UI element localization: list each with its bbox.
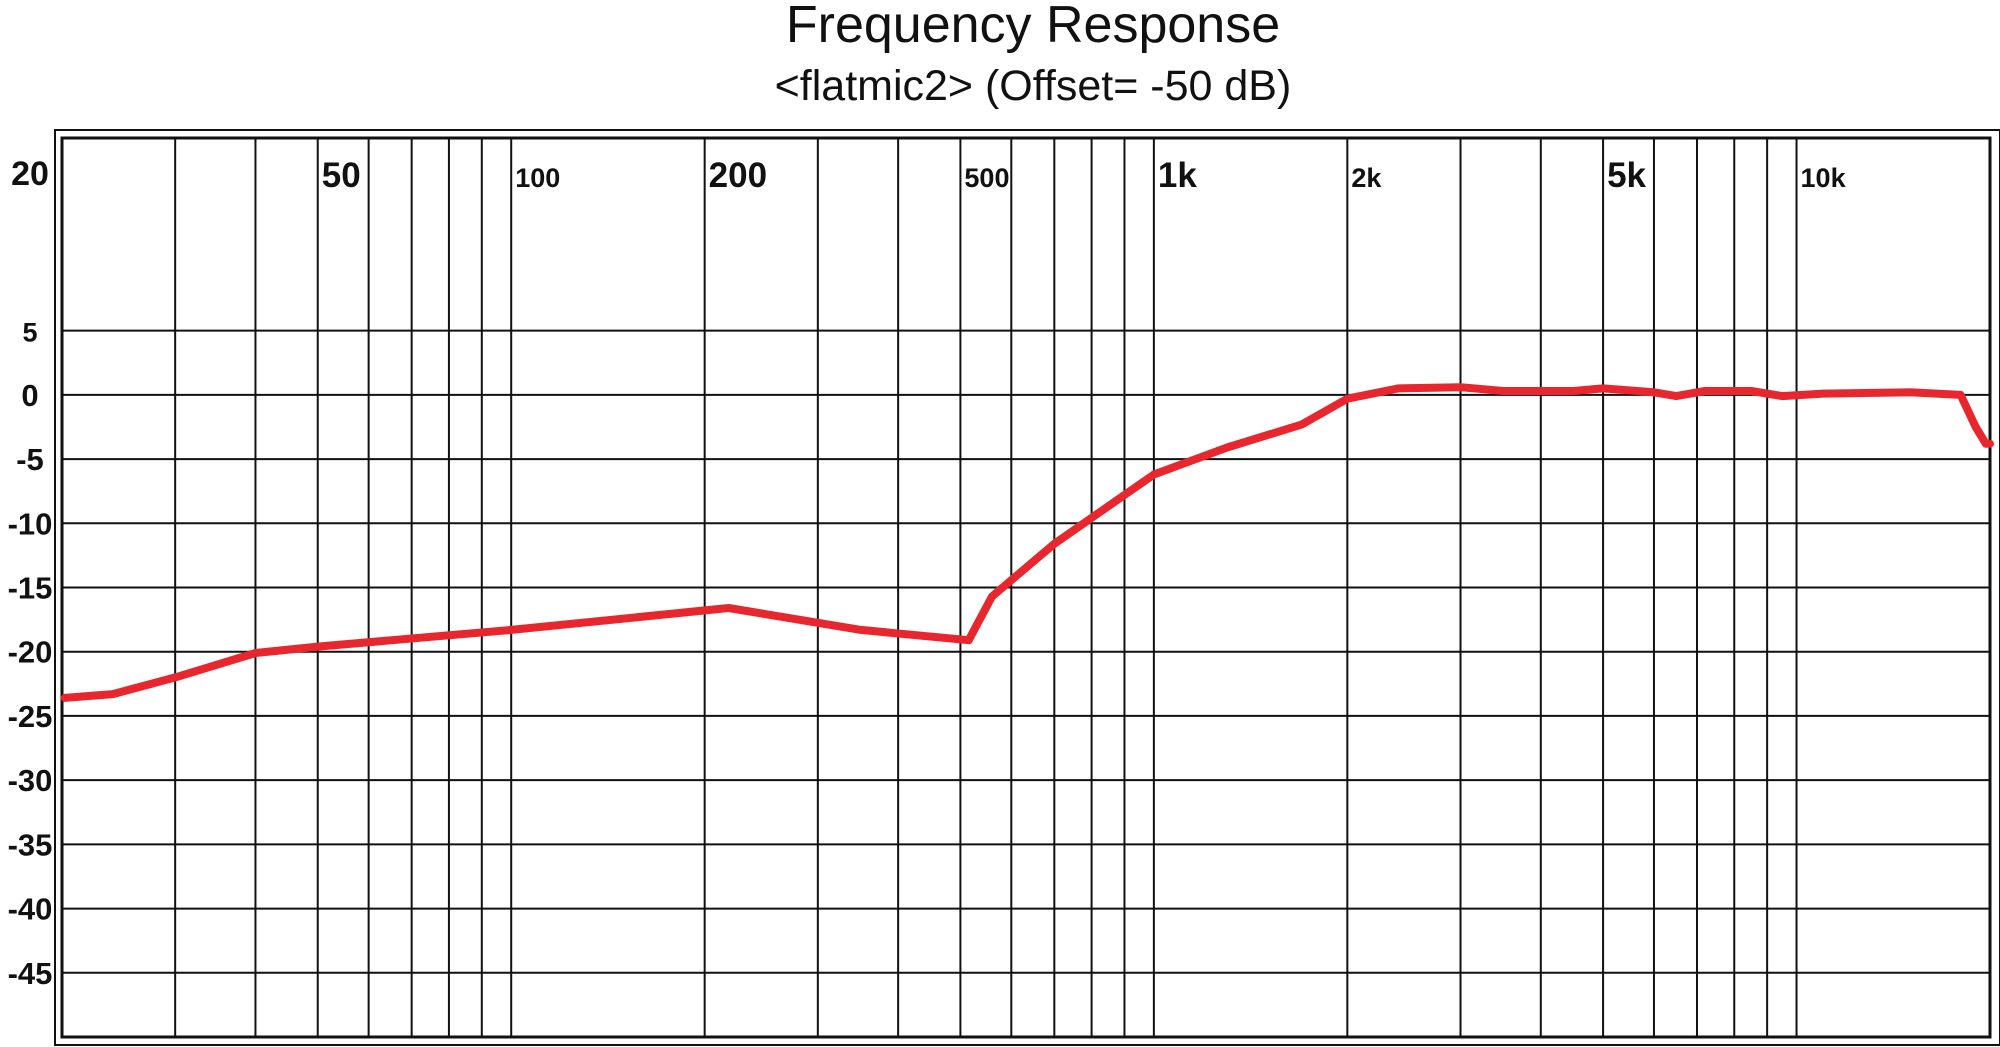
chart-subtitle: <flatmic2> (Offset= -50 dB) bbox=[775, 62, 1292, 110]
y-axis-tick-labels: 20 5 0 -5 -10 -15 -20 -25 -30 -35 -40 -45 bbox=[8, 155, 53, 991]
horizontal-gridlines bbox=[62, 329, 1990, 974]
y-tick-label: -15 bbox=[8, 571, 53, 606]
x-tick-label: 100 bbox=[515, 163, 560, 193]
x-tick-label: 10k bbox=[1801, 163, 1847, 193]
y-tick-label: -45 bbox=[8, 956, 53, 991]
x-tick-label: 5k bbox=[1607, 156, 1646, 195]
y-tick-label: -20 bbox=[8, 635, 53, 670]
y-tick-label: -30 bbox=[8, 763, 53, 798]
y-tick-label: 5 bbox=[22, 318, 37, 348]
outer-frame bbox=[54, 129, 2000, 1046]
chart-title: Frequency Response bbox=[786, 0, 1280, 54]
frequency-response-line bbox=[60, 383, 1994, 702]
x-axis-tick-labels: 50 100 200 500 1k 2k 5k 10k bbox=[322, 156, 1847, 195]
y-tick-label: 20 bbox=[11, 155, 49, 193]
y-tick-label: -5 bbox=[16, 442, 44, 477]
x-tick-label: 500 bbox=[964, 163, 1009, 193]
x-tick-label: 2k bbox=[1351, 163, 1382, 193]
series-layer bbox=[60, 383, 1994, 702]
x-tick-label: 200 bbox=[709, 156, 767, 195]
x-tick-label: 1k bbox=[1158, 156, 1197, 195]
y-tick-label: -40 bbox=[8, 892, 53, 927]
y-tick-label: -10 bbox=[8, 506, 53, 541]
y-tick-label: 0 bbox=[21, 378, 38, 413]
x-tick-label: 50 bbox=[322, 156, 361, 195]
y-tick-label: -25 bbox=[8, 699, 53, 734]
y-tick-label: -35 bbox=[8, 827, 53, 862]
